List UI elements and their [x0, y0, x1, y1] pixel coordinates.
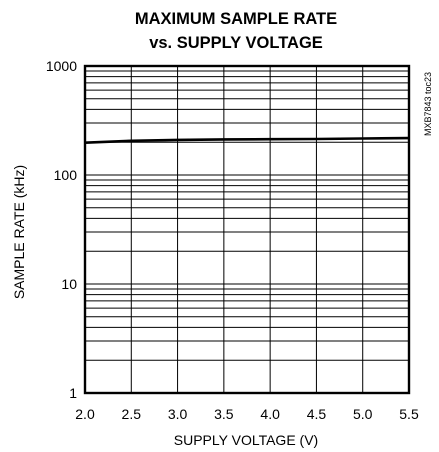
x-tick-label: 4.0 [260, 406, 280, 422]
y-tick-label: 10 [61, 276, 77, 292]
x-tick-label: 4.5 [307, 406, 327, 422]
plot-frame [83, 64, 411, 395]
y-axis-label: SAMPLE RATE (kHz) [11, 165, 27, 299]
series-group [84, 136, 410, 144]
x-tick-label: 2.0 [75, 406, 95, 422]
x-tick-label: 2.5 [122, 406, 142, 422]
x-tick-label: 3.0 [168, 406, 188, 422]
figure-code: MXB7843 toc23 [423, 72, 433, 136]
x-tick-label: 3.5 [214, 406, 234, 422]
x-tick-labels: 2.0 2.5 3.0 3.5 4.0 4.5 5.0 5.5 [75, 406, 419, 422]
x-axis-label: SUPPLY VOLTAGE (V) [174, 432, 318, 448]
grid [84, 65, 410, 394]
y-tick-labels: 1 10 100 1000 [46, 58, 77, 401]
y-tick-label: 100 [54, 167, 78, 183]
chart-subtitle: vs. SUPPLY VOLTAGE [149, 34, 323, 52]
series-line [84, 136, 410, 144]
x-tick-label: 5.0 [353, 406, 373, 422]
y-tick-label: 1 [69, 385, 77, 401]
y-tick-label: 1000 [46, 58, 77, 74]
x-tick-label: 5.5 [399, 406, 419, 422]
chart-title: MAXIMUM SAMPLE RATE [135, 10, 337, 28]
